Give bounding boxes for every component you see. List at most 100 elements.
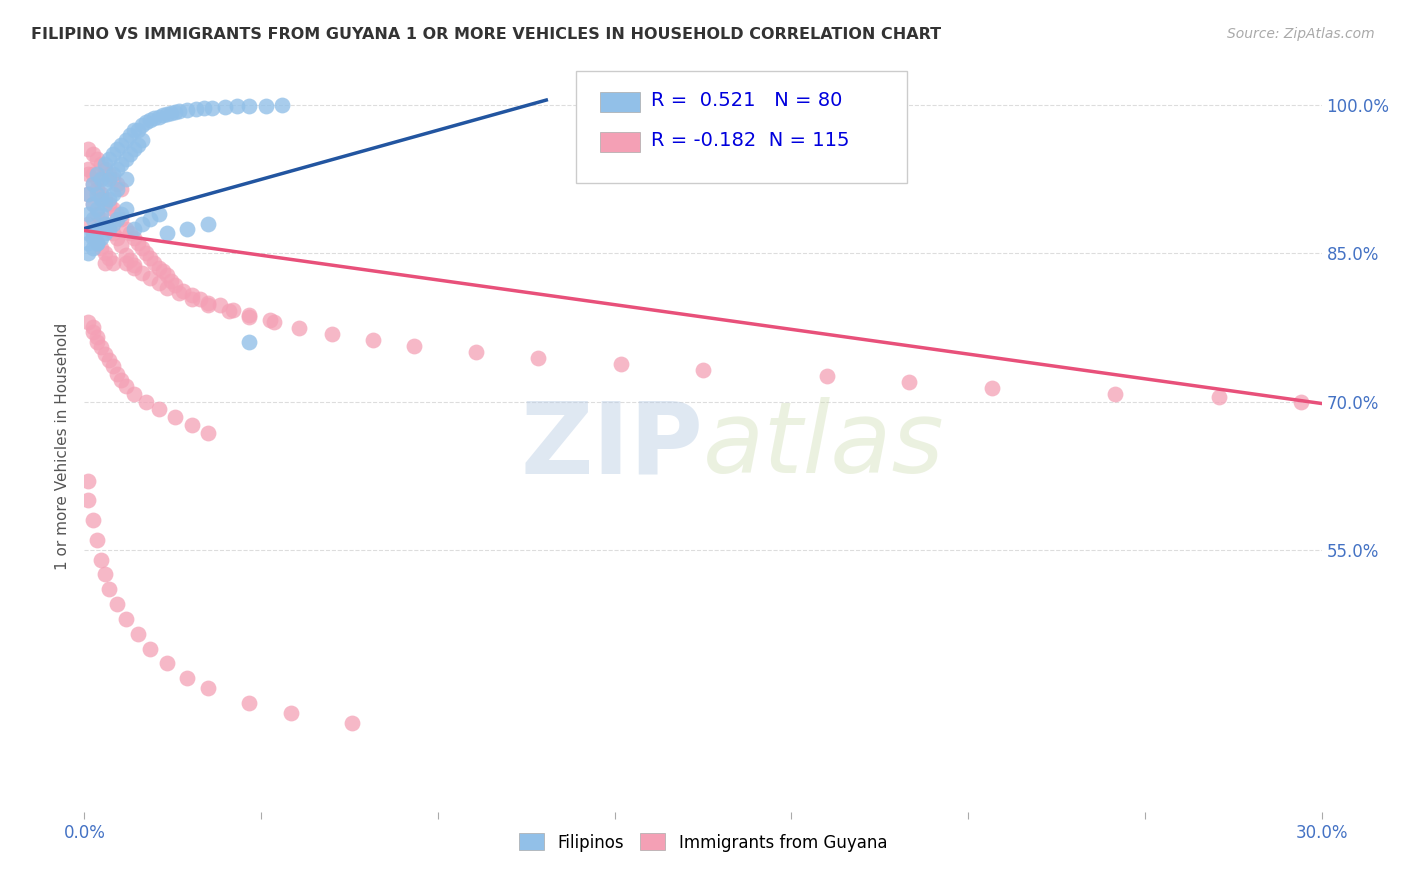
Point xyxy=(77,186,100,201)
Point xyxy=(98,251,121,265)
Point xyxy=(361,333,384,347)
Point xyxy=(135,115,157,129)
Point xyxy=(90,552,112,566)
Point xyxy=(127,627,149,641)
Point xyxy=(114,132,136,146)
Point xyxy=(160,274,183,288)
Point xyxy=(197,426,219,441)
Point xyxy=(82,197,104,211)
Point xyxy=(176,671,198,685)
Point xyxy=(105,597,128,611)
Point xyxy=(86,153,108,167)
Point xyxy=(118,227,141,241)
Point xyxy=(815,368,838,383)
Point xyxy=(176,103,198,117)
Point xyxy=(127,122,149,136)
Point xyxy=(105,182,128,196)
Point xyxy=(160,106,183,120)
Point xyxy=(86,202,108,216)
Point xyxy=(609,357,631,371)
Point xyxy=(77,167,100,181)
Point xyxy=(180,292,202,306)
Point xyxy=(271,98,294,112)
Point xyxy=(176,221,198,235)
Point xyxy=(82,513,104,527)
Point xyxy=(82,227,104,241)
Point xyxy=(103,147,125,161)
Point xyxy=(148,207,170,221)
Point xyxy=(980,381,1002,395)
Point xyxy=(98,153,121,167)
Point xyxy=(103,167,125,181)
Point xyxy=(86,330,108,344)
Point xyxy=(94,567,117,582)
Point xyxy=(103,227,125,241)
Point xyxy=(165,104,187,119)
Point xyxy=(77,246,100,260)
Point xyxy=(86,207,108,221)
Point xyxy=(692,363,714,377)
Point xyxy=(94,227,117,241)
Point xyxy=(86,167,108,181)
Point xyxy=(122,221,145,235)
Point xyxy=(98,192,121,206)
Legend: Filipinos, Immigrants from Guyana: Filipinos, Immigrants from Guyana xyxy=(512,827,894,858)
Point xyxy=(139,251,162,265)
Point xyxy=(90,172,112,186)
Point xyxy=(1208,390,1230,404)
Point xyxy=(90,241,112,255)
Point xyxy=(82,326,104,340)
Point xyxy=(77,474,100,488)
Point xyxy=(156,657,179,671)
Point xyxy=(288,321,311,335)
Point xyxy=(103,359,125,373)
Point xyxy=(156,227,179,241)
Point xyxy=(110,182,132,196)
Point xyxy=(118,253,141,268)
Point xyxy=(148,402,170,417)
Point xyxy=(103,172,125,186)
Point xyxy=(342,715,364,730)
Point xyxy=(77,493,100,508)
Point xyxy=(103,217,125,231)
Text: atlas: atlas xyxy=(703,398,945,494)
Point xyxy=(82,177,104,191)
Point xyxy=(127,236,149,251)
Point xyxy=(105,143,128,157)
Point xyxy=(82,177,104,191)
Point xyxy=(110,137,132,152)
Point xyxy=(82,320,104,334)
Point xyxy=(90,340,112,354)
Point xyxy=(238,696,260,710)
Point xyxy=(86,221,108,235)
Point xyxy=(86,186,108,201)
Point xyxy=(114,172,136,186)
Point xyxy=(222,302,245,317)
Point xyxy=(86,172,108,186)
Point xyxy=(98,221,121,235)
Point xyxy=(156,107,179,121)
Point xyxy=(77,186,100,201)
Point xyxy=(94,217,117,231)
Point xyxy=(77,162,100,177)
Point xyxy=(114,612,136,626)
Point xyxy=(86,533,108,547)
Point xyxy=(135,246,157,260)
Point xyxy=(94,157,117,171)
Point xyxy=(105,211,128,226)
Point xyxy=(527,351,550,365)
Point xyxy=(77,315,100,329)
Point xyxy=(110,373,132,387)
Point xyxy=(94,256,117,270)
Point xyxy=(139,641,162,656)
Point xyxy=(118,128,141,142)
Point xyxy=(165,277,187,292)
Point xyxy=(114,202,136,216)
Point xyxy=(90,221,112,235)
Point xyxy=(180,287,202,301)
Point xyxy=(77,217,100,231)
Point xyxy=(105,231,128,245)
Point xyxy=(321,327,343,342)
Point xyxy=(209,298,232,312)
Point xyxy=(122,143,145,157)
